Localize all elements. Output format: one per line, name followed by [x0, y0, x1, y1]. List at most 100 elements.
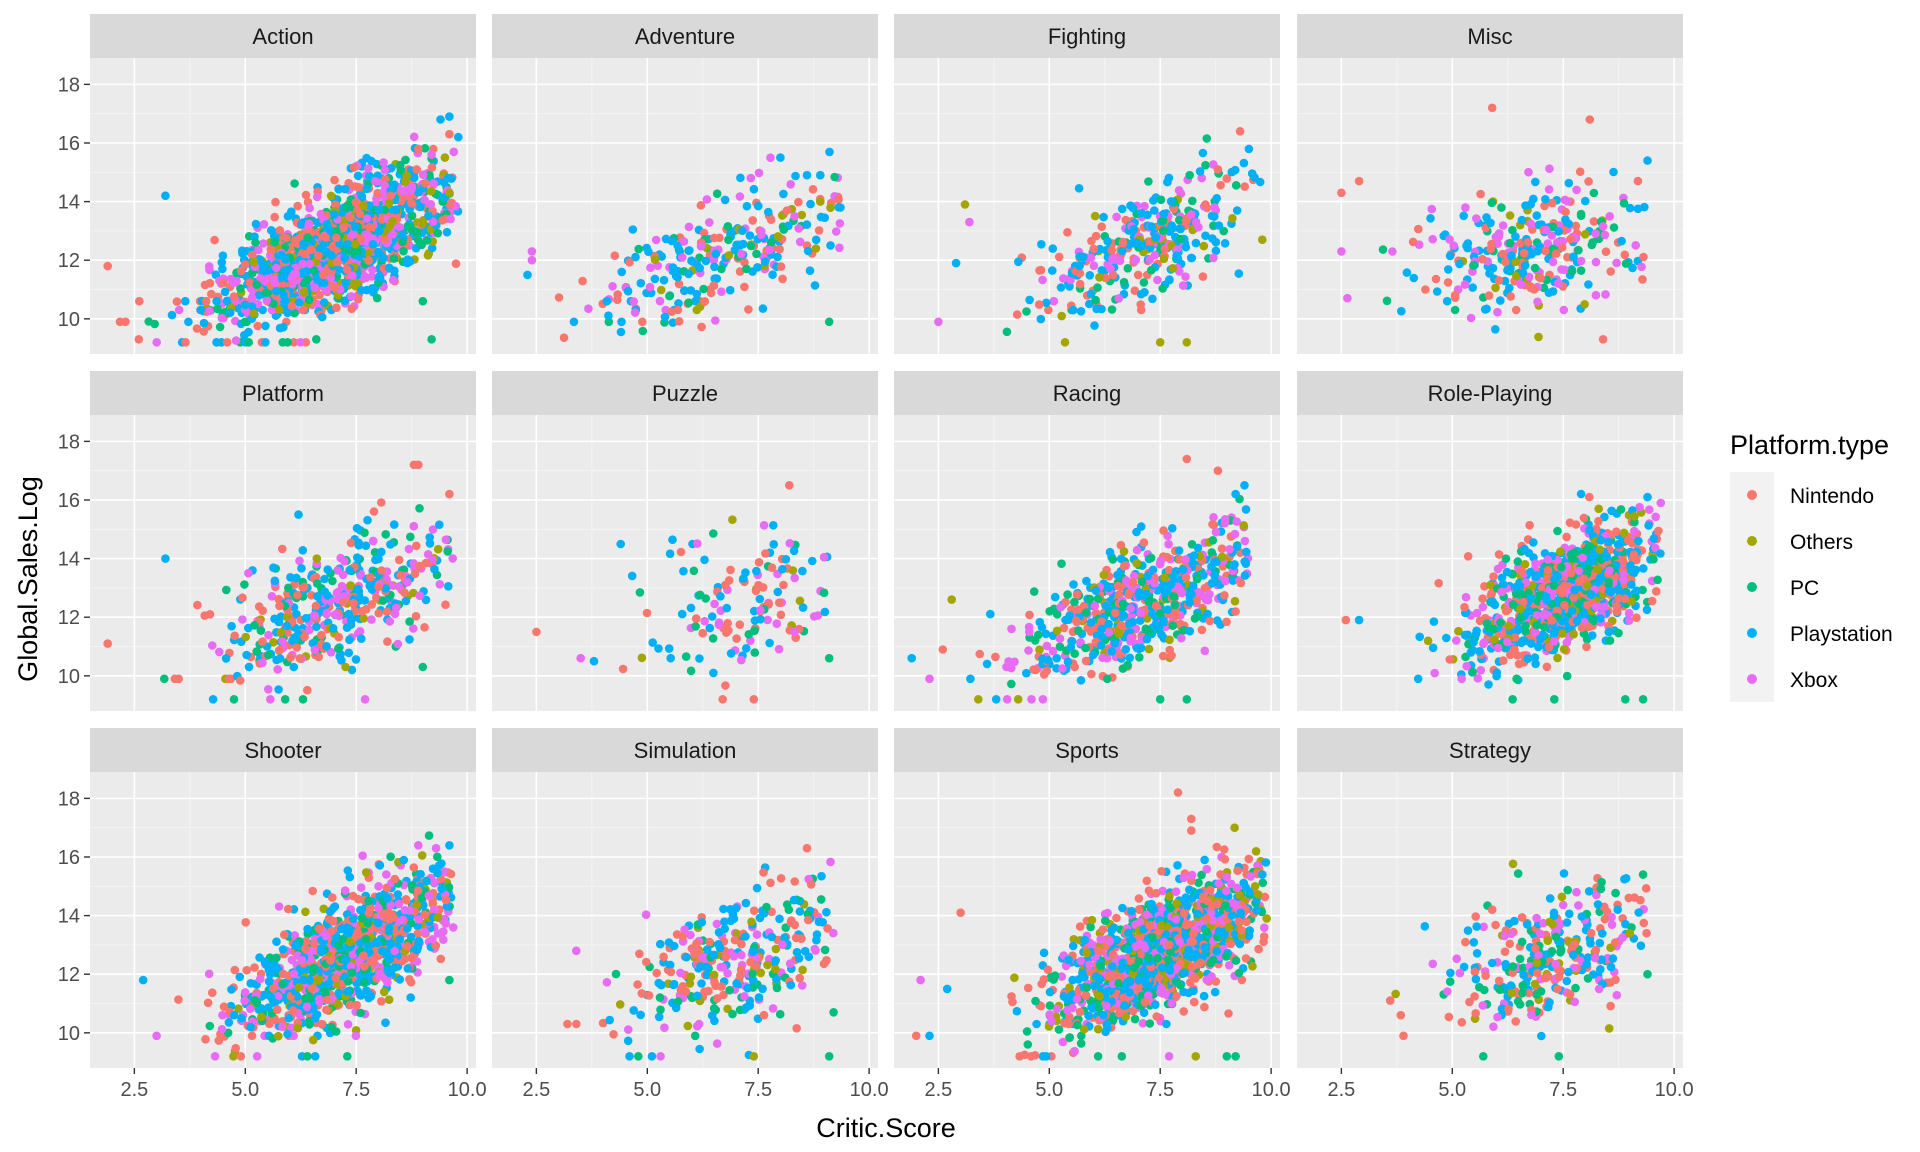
- data-point: [1591, 257, 1601, 267]
- data-point: [362, 214, 372, 223]
- data-point: [1107, 647, 1116, 656]
- data-point: [1445, 235, 1454, 244]
- data-point: [1567, 267, 1577, 276]
- data-point: [303, 233, 312, 242]
- data-point: [736, 249, 746, 259]
- data-point: [444, 582, 453, 591]
- data-point: [1225, 545, 1234, 554]
- data-point: [749, 695, 759, 704]
- data-point: [691, 614, 701, 623]
- data-point: [1539, 622, 1549, 632]
- data-point: [1070, 649, 1079, 658]
- data-point: [628, 225, 638, 234]
- data-point: [1585, 115, 1595, 124]
- data-point: [1443, 278, 1453, 287]
- data-point: [1219, 226, 1228, 236]
- data-point: [686, 286, 696, 295]
- data-point: [1514, 659, 1524, 669]
- data-point: [795, 237, 805, 247]
- data-point: [346, 213, 355, 223]
- data-point: [395, 223, 405, 232]
- data-point: [763, 615, 772, 625]
- data-point: [215, 647, 224, 657]
- data-point: [1182, 216, 1191, 226]
- data-point: [1241, 505, 1251, 514]
- data-point: [272, 286, 281, 296]
- data-point: [752, 566, 761, 576]
- data-point: [435, 580, 445, 589]
- data-point: [705, 623, 715, 633]
- data-point: [798, 603, 808, 612]
- data-point: [232, 276, 241, 286]
- data-point: [261, 321, 270, 331]
- data-point: [1501, 257, 1510, 267]
- data-point: [1449, 241, 1458, 250]
- data-point: [414, 144, 423, 154]
- data-point: [1097, 617, 1106, 626]
- data-point: [803, 246, 813, 256]
- data-point: [648, 638, 657, 647]
- data-point: [1128, 203, 1138, 213]
- data-point: [1617, 236, 1626, 246]
- data-point: [659, 275, 669, 285]
- data-point: [1472, 626, 1481, 636]
- data-point: [412, 228, 422, 238]
- data-point: [711, 316, 720, 325]
- data-point: [766, 238, 776, 247]
- facet-panel-role-playing: Role-Playing: [1297, 371, 1683, 711]
- y-tick-label: 10: [58, 309, 80, 331]
- data-point: [1378, 245, 1388, 254]
- data-point: [1518, 268, 1528, 278]
- data-point: [680, 286, 689, 295]
- data-point: [409, 521, 419, 531]
- data-point: [668, 535, 677, 544]
- data-point: [374, 247, 383, 257]
- data-point: [205, 278, 215, 288]
- data-point: [1175, 215, 1184, 225]
- data-point: [1533, 297, 1542, 307]
- data-point: [1213, 466, 1223, 476]
- facet-panel-racing: Racing: [894, 371, 1280, 711]
- data-point: [396, 570, 405, 580]
- data-point: [1074, 626, 1083, 635]
- data-point: [1580, 230, 1590, 239]
- facet-strip: [90, 14, 476, 58]
- data-point: [724, 251, 734, 260]
- data-point: [1533, 246, 1542, 256]
- data-point: [1531, 559, 1540, 568]
- data-point: [423, 251, 433, 260]
- y-tick-label: 10: [58, 666, 80, 688]
- data-point: [1027, 695, 1036, 704]
- data-point: [1052, 626, 1062, 636]
- data-point: [233, 303, 243, 313]
- data-point: [415, 504, 424, 513]
- data-point: [289, 338, 299, 347]
- data-point: [1627, 580, 1636, 589]
- data-point: [276, 628, 286, 637]
- data-point: [433, 228, 443, 238]
- data-point: [696, 242, 706, 251]
- data-point: [820, 607, 830, 617]
- data-point: [616, 539, 625, 549]
- data-point: [1167, 651, 1176, 660]
- data-point: [1074, 184, 1084, 193]
- data-point: [532, 627, 541, 637]
- data-point: [1174, 546, 1184, 555]
- data-point: [393, 639, 403, 649]
- data-point: [420, 623, 429, 632]
- data-point: [229, 292, 239, 301]
- data-point: [1491, 325, 1500, 334]
- data-point: [1604, 586, 1614, 596]
- data-point: [1520, 544, 1529, 554]
- data-point: [965, 217, 974, 227]
- data-point: [1038, 275, 1047, 285]
- data-point: [1104, 628, 1114, 637]
- data-point: [374, 226, 384, 236]
- data-point: [424, 211, 433, 220]
- data-point: [303, 275, 312, 284]
- data-point: [1164, 539, 1173, 549]
- data-point: [834, 195, 843, 204]
- data-point: [1192, 596, 1201, 605]
- y-tick-label: 16: [58, 490, 80, 512]
- data-point: [554, 293, 564, 302]
